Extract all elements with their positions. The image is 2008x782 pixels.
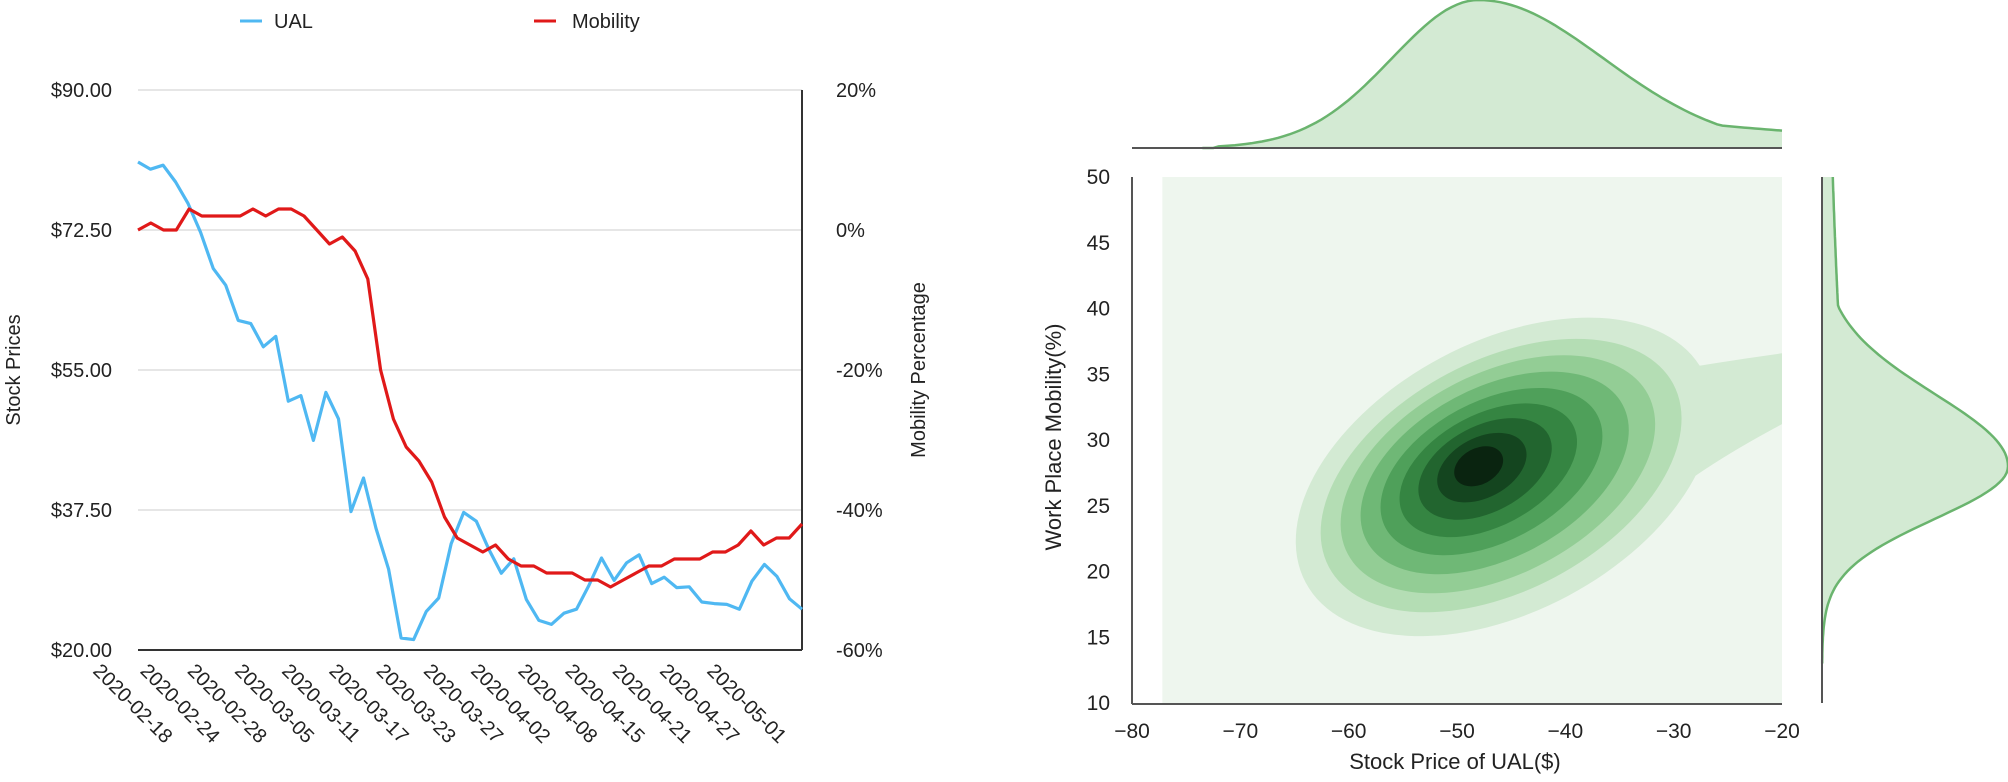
kde-y-tick-label: 40 — [1087, 298, 1110, 321]
right-marginal-line — [1820, 176, 2008, 664]
top-marginal — [1132, 0, 1783, 150]
kde-x-tick-label: −80 — [1114, 720, 1150, 743]
y-axis-label: Stock Prices — [3, 314, 25, 425]
kde-x-tick-label: −20 — [1764, 720, 1800, 743]
y2-tick-label: -40% — [836, 500, 883, 522]
legend-label-ual: UAL — [274, 11, 313, 33]
y-tick-labels: $20.00 $37.50 $55.00 $72.50 $90.00 — [51, 80, 112, 662]
joint-kde-chart: −80 −70 −60 −50 −40 −30 −20 10 15 20 25 30 35 40 45 50… — [1041, 0, 2008, 774]
kde-x-tick-label: −50 — [1439, 720, 1475, 743]
kde-x-tick-label: −30 — [1656, 720, 1692, 743]
right-marginal-fill — [1822, 177, 2008, 664]
y2-tick-label: 20% — [836, 80, 876, 102]
kde-y-tick-label: 10 — [1087, 692, 1110, 715]
kde-y-tick-label: 30 — [1087, 429, 1110, 452]
x-tick-labels: 2020-02-182020-02-242020-02-282020-03-05… — [88, 660, 790, 748]
y2-axis-label: Mobility Percentage — [908, 282, 930, 458]
y-tick-label: $37.50 — [51, 500, 112, 522]
kde-y-tick-label: 15 — [1087, 626, 1110, 649]
y-tick-label: $20.00 — [51, 640, 112, 662]
right-marginal — [1820, 176, 2008, 703]
y2-tick-label: -60% — [836, 640, 883, 662]
kde-y-tick-label: 50 — [1087, 166, 1110, 189]
y-tick-label: $55.00 — [51, 360, 112, 382]
y2-tick-label: 0% — [836, 220, 865, 242]
kde-contours — [1295, 317, 1783, 637]
kde-x-tick-label: −70 — [1223, 720, 1259, 743]
legend-label-mobility: Mobility — [572, 11, 640, 33]
kde-x-tick-label: −60 — [1331, 720, 1367, 743]
kde-y-axis-label: Work Place Mobility(%) — [1041, 324, 1066, 551]
series-line-ual — [137, 160, 804, 642]
kde-y-tick-labels: 10 15 20 25 30 35 40 45 50 — [1087, 166, 1110, 715]
kde-level — [1454, 446, 1504, 487]
y-tick-label: $90.00 — [51, 80, 112, 102]
series-line-mobility — [137, 207, 804, 589]
y-tick-label: $72.50 — [51, 220, 112, 242]
kde-x-axis-label: Stock Price of UAL($) — [1349, 749, 1561, 774]
y2-tick-labels: -60% -40% -20% 0% 20% — [836, 80, 883, 662]
kde-x-tick-labels: −80 −70 −60 −50 −40 −30 −20 — [1114, 720, 1800, 743]
legend: UAL Mobility — [240, 11, 640, 33]
kde-y-tick-label: 25 — [1087, 495, 1110, 518]
kde-y-tick-label: 20 — [1087, 561, 1110, 584]
top-marginal-line — [1202, 0, 1783, 150]
gridlines — [138, 89, 802, 511]
y2-tick-label: -20% — [836, 360, 883, 382]
line-chart: UAL Mobility $20.00 $37.50 $55.00 $72.50 $90… — [3, 11, 930, 748]
kde-y-tick-label: 45 — [1087, 232, 1110, 255]
top-marginal-fill — [1202, 0, 1782, 148]
kde-y-tick-label: 35 — [1087, 363, 1110, 386]
kde-x-tick-label: −40 — [1548, 720, 1584, 743]
